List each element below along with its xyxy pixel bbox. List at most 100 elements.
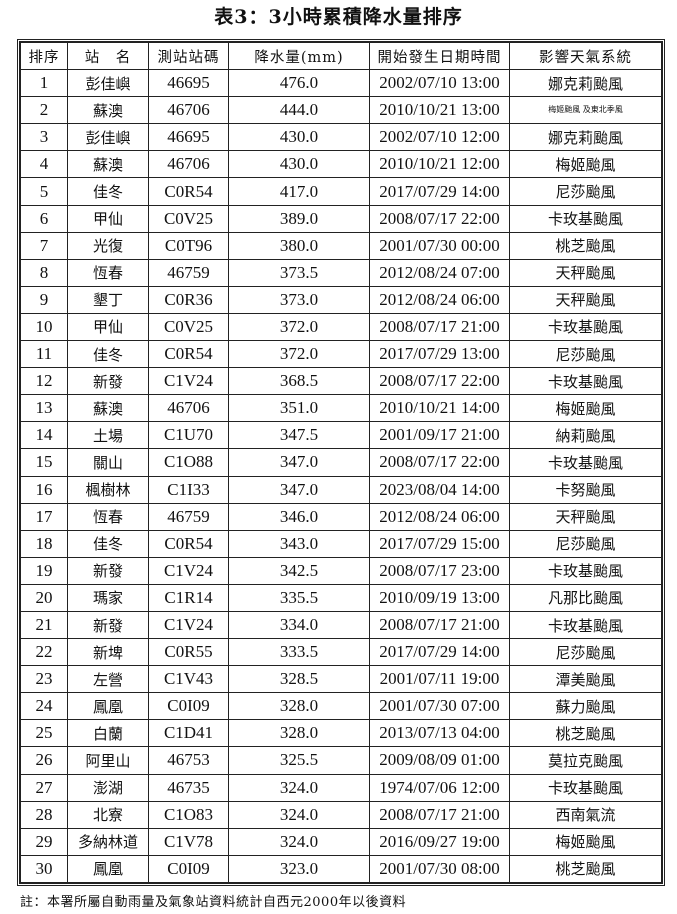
cell-weather-system: 桃芝颱風	[509, 854, 662, 883]
cell-start-datetime: 2001/07/30 07:00	[369, 692, 510, 721]
table-row: 25 白蘭 C1D41 328.0 2013/07/13 04:00 桃芝颱風	[20, 719, 662, 748]
cell-rank: 22	[20, 638, 68, 667]
cell-weather-system: 桃芝颱風	[509, 719, 662, 748]
cell-start-datetime: 2012/08/24 07:00	[369, 258, 510, 287]
cell-weather-system: 蘇力颱風	[509, 692, 662, 721]
cell-station-code: C1V24	[148, 367, 229, 396]
table-row: 23 左營 C1V43 328.5 2001/07/11 19:00 潭美颱風	[20, 665, 662, 694]
cell-station-name: 佳冬	[67, 340, 149, 369]
table-row: 8 恆春 46759 373.5 2012/08/24 07:00 天秤颱風	[20, 258, 662, 287]
cell-rainfall: 389.0	[228, 204, 370, 233]
cell-weather-system: 卡玫基颱風	[509, 312, 662, 342]
cell-station-code: C1V43	[148, 665, 229, 694]
cell-rainfall: 380.0	[228, 231, 370, 260]
cell-station-name: 光復	[67, 231, 149, 260]
table-row: 14 土場 C1U70 347.5 2001/09/17 21:00 納莉颱風	[20, 421, 662, 450]
cell-rank: 9	[20, 285, 68, 314]
cell-rank: 14	[20, 421, 68, 450]
cell-station-code: C0V25	[148, 312, 229, 342]
cell-rainfall: 328.0	[228, 719, 370, 748]
table-row: 7 光復 C0T96 380.0 2001/07/30 00:00 桃芝颱風	[20, 231, 662, 260]
cell-station-name: 新發	[67, 610, 149, 640]
cell-station-code: 46759	[148, 502, 229, 531]
table-row: 17 恆春 46759 346.0 2012/08/24 06:00 天秤颱風	[20, 502, 662, 531]
rainfall-ranking-table: 排序 站 名 測站站碼 降水量(mm) 開始發生日期時間 影響天氣系統 1 彭佳嶼…	[20, 41, 662, 883]
cell-station-name: 甲仙	[67, 204, 149, 233]
cell-rainfall: 351.0	[228, 394, 370, 423]
table-row: 12 新發 C1V24 368.5 2008/07/17 22:00 卡玫基颱風	[20, 367, 662, 396]
cell-rank: 6	[20, 204, 68, 233]
cell-rank: 30	[20, 854, 68, 883]
cell-rainfall: 343.0	[228, 529, 370, 558]
cell-rainfall: 368.5	[228, 367, 370, 396]
cell-station-name: 恆春	[67, 258, 149, 287]
cell-station-code: C1D41	[148, 719, 229, 748]
cell-start-datetime: 2001/09/17 21:00	[369, 421, 510, 450]
cell-rank: 15	[20, 448, 68, 477]
cell-rank: 2	[20, 96, 68, 125]
cell-weather-system: 卡玫基颱風	[509, 204, 662, 233]
cell-start-datetime: 2001/07/11 19:00	[369, 665, 510, 694]
table-row: 21 新發 C1V24 334.0 2008/07/17 21:00 卡玫基颱風	[20, 610, 662, 640]
table-row: 11 佳冬 C0R54 372.0 2017/07/29 13:00 尼莎颱風	[20, 340, 662, 369]
header-row: 排序 站 名 測站站碼 降水量(mm) 開始發生日期時間 影響天氣系統	[20, 41, 662, 71]
cell-station-code: 46706	[148, 394, 229, 423]
cell-rainfall: 347.0	[228, 448, 370, 477]
cell-station-code: C1V78	[148, 827, 229, 856]
cell-station-code: C0R54	[148, 529, 229, 558]
cell-start-datetime: 2009/08/09 01:00	[369, 746, 510, 775]
cell-rank: 3	[20, 123, 68, 152]
cell-rank: 21	[20, 610, 68, 640]
cell-station-code: C0R36	[148, 285, 229, 314]
cell-station-name: 彭佳嶼	[67, 69, 149, 98]
cell-station-code: C1U70	[148, 421, 229, 450]
header-rank: 排序	[20, 41, 68, 71]
cell-rainfall: 372.0	[228, 312, 370, 342]
cell-station-name: 鳳凰	[67, 854, 149, 883]
cell-station-name: 關山	[67, 448, 149, 477]
cell-station-code: 46753	[148, 746, 229, 775]
cell-rainfall: 333.5	[228, 638, 370, 667]
cell-weather-system: 桃芝颱風	[509, 231, 662, 260]
header-station-name: 站 名	[67, 41, 149, 71]
table-row: 20 瑪家 C1R14 335.5 2010/09/19 13:00 凡那比颱風	[20, 583, 662, 612]
cell-rainfall: 476.0	[228, 69, 370, 98]
cell-weather-system: 梅姬颱風 及東北季風	[509, 96, 662, 125]
cell-station-name: 北寮	[67, 800, 149, 829]
cell-station-code: C0R54	[148, 177, 229, 206]
cell-rank: 24	[20, 692, 68, 721]
cell-station-code: 46695	[148, 69, 229, 98]
table-row: 10 甲仙 C0V25 372.0 2008/07/17 21:00 卡玫基颱風	[20, 312, 662, 342]
cell-station-name: 阿里山	[67, 746, 149, 775]
cell-rank: 26	[20, 746, 68, 775]
cell-station-code: C1I33	[148, 475, 229, 504]
table-row: 19 新發 C1V24 342.5 2008/07/17 23:00 卡玫基颱風	[20, 556, 662, 585]
cell-station-name: 蘇澳	[67, 96, 149, 125]
table-title: 表3：3小時累積降水量排序	[214, 6, 463, 28]
cell-station-name: 白蘭	[67, 719, 149, 748]
table-row: 15 關山 C1O88 347.0 2008/07/17 22:00 卡玫基颱風	[20, 448, 662, 477]
cell-station-code: 46759	[148, 258, 229, 287]
cell-station-code: 46695	[148, 123, 229, 152]
header-station-code: 測站站碼	[148, 41, 229, 71]
cell-start-datetime: 2008/07/17 21:00	[369, 610, 510, 640]
cell-start-datetime: 1974/07/06 12:00	[369, 773, 510, 802]
cell-weather-system: 尼莎颱風	[509, 177, 662, 206]
cell-rainfall: 444.0	[228, 96, 370, 125]
cell-rainfall: 372.0	[228, 340, 370, 369]
cell-rank: 20	[20, 583, 68, 612]
cell-rainfall: 325.5	[228, 746, 370, 775]
header-start-datetime: 開始發生日期時間	[369, 41, 510, 71]
cell-station-name: 左營	[67, 665, 149, 694]
table-row: 24 鳳凰 C0I09 328.0 2001/07/30 07:00 蘇力颱風	[20, 692, 662, 721]
cell-start-datetime: 2010/10/21 13:00	[369, 96, 510, 125]
cell-weather-system: 梅姬颱風	[509, 827, 662, 856]
cell-station-name: 彭佳嶼	[67, 123, 149, 152]
cell-start-datetime: 2012/08/24 06:00	[369, 502, 510, 531]
cell-weather-system: 天秤颱風	[509, 258, 662, 287]
table-row: 6 甲仙 C0V25 389.0 2008/07/17 22:00 卡玫基颱風	[20, 204, 662, 233]
cell-weather-system: 納莉颱風	[509, 421, 662, 450]
cell-weather-system: 天秤颱風	[509, 285, 662, 314]
cell-start-datetime: 2017/07/29 14:00	[369, 638, 510, 667]
cell-start-datetime: 2013/07/13 04:00	[369, 719, 510, 748]
